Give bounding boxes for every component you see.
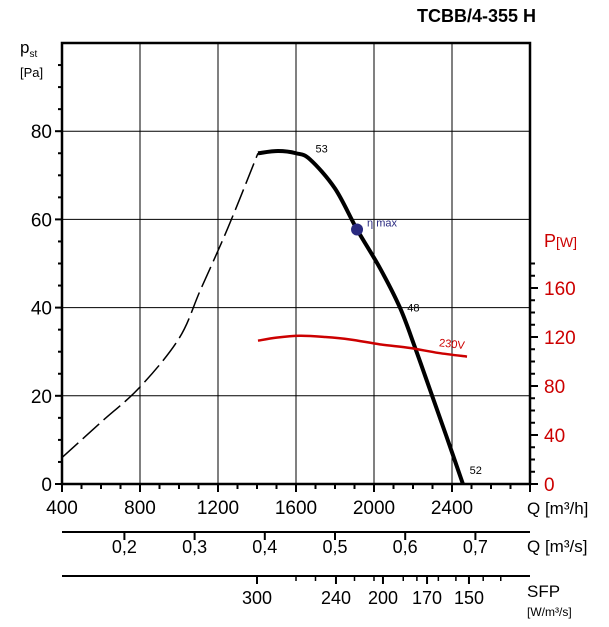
y-axis-symbol: p xyxy=(20,38,29,57)
svg-text:pst: pst xyxy=(20,38,37,60)
y2-axis-symbol: P xyxy=(544,231,556,251)
x-axis-title: Q [m³/h] xyxy=(527,499,588,518)
y-axis-title: pst [Pa] xyxy=(20,38,43,80)
sfp-tick-label: 170 xyxy=(412,588,442,608)
sfp-tick-label: 300 xyxy=(242,588,272,608)
efficiency-label: 53 xyxy=(316,143,328,155)
power-series-label: 230V xyxy=(438,337,465,352)
x-tick-label: 1600 xyxy=(275,498,317,519)
chart-title: TCBB/4-355 H xyxy=(417,6,536,26)
x-tick-label: 2400 xyxy=(431,498,473,519)
sfp-tick-label: 240 xyxy=(321,588,351,608)
y-tick-label: 40 xyxy=(31,299,52,320)
x-tick-label: 800 xyxy=(124,498,156,519)
x-tick-label: 2000 xyxy=(353,498,395,519)
sfp-tick-label: 150 xyxy=(454,588,484,608)
y2-tick-label: 160 xyxy=(544,279,576,300)
y-tick-label: 80 xyxy=(31,122,52,143)
y-tick-label: 60 xyxy=(31,210,52,231)
efficiency-label: 52 xyxy=(470,465,482,477)
x-tick-label: 400 xyxy=(46,498,78,519)
sfp-axis-title: SFP xyxy=(527,582,560,601)
q-m3s-tick-label: 0,3 xyxy=(182,537,207,557)
q-m3s-axis-title: Q [m³/s] xyxy=(527,537,587,556)
y-tick-label: 0 xyxy=(41,475,52,496)
eta-max-label: η max xyxy=(367,218,397,230)
pressure-curve xyxy=(257,149,465,485)
eta-max-marker xyxy=(351,223,364,236)
q-m3s-tick-label: 0,4 xyxy=(252,537,277,557)
y2-axis-unit: [W] xyxy=(556,234,577,250)
y2-tick-label: 80 xyxy=(544,377,565,398)
power-curve xyxy=(257,334,468,358)
q-m3s-tick-label: 0,6 xyxy=(393,537,418,557)
q-m3s-tick-label: 0,7 xyxy=(463,537,488,557)
y2-tick-label: 40 xyxy=(544,426,565,447)
pressure-unstable-curve xyxy=(61,152,259,459)
x-tick-label: 1200 xyxy=(197,498,239,519)
y2-axis-title: P[W] xyxy=(544,231,577,251)
y2-tick-label: 0 xyxy=(544,475,555,496)
sfp-axis-unit: [W/m³/s] xyxy=(527,605,572,619)
efficiency-label: 48 xyxy=(407,303,419,315)
y-axis-unit: [Pa] xyxy=(20,65,43,80)
y2-tick-label: 120 xyxy=(544,328,576,349)
sfp-tick-label: 200 xyxy=(368,588,398,608)
q-m3s-tick-label: 0,5 xyxy=(322,537,347,557)
q-m3s-tick-label: 0,2 xyxy=(112,537,137,557)
y-tick-label: 20 xyxy=(31,387,52,408)
y-axis-subscript: st xyxy=(29,49,37,60)
